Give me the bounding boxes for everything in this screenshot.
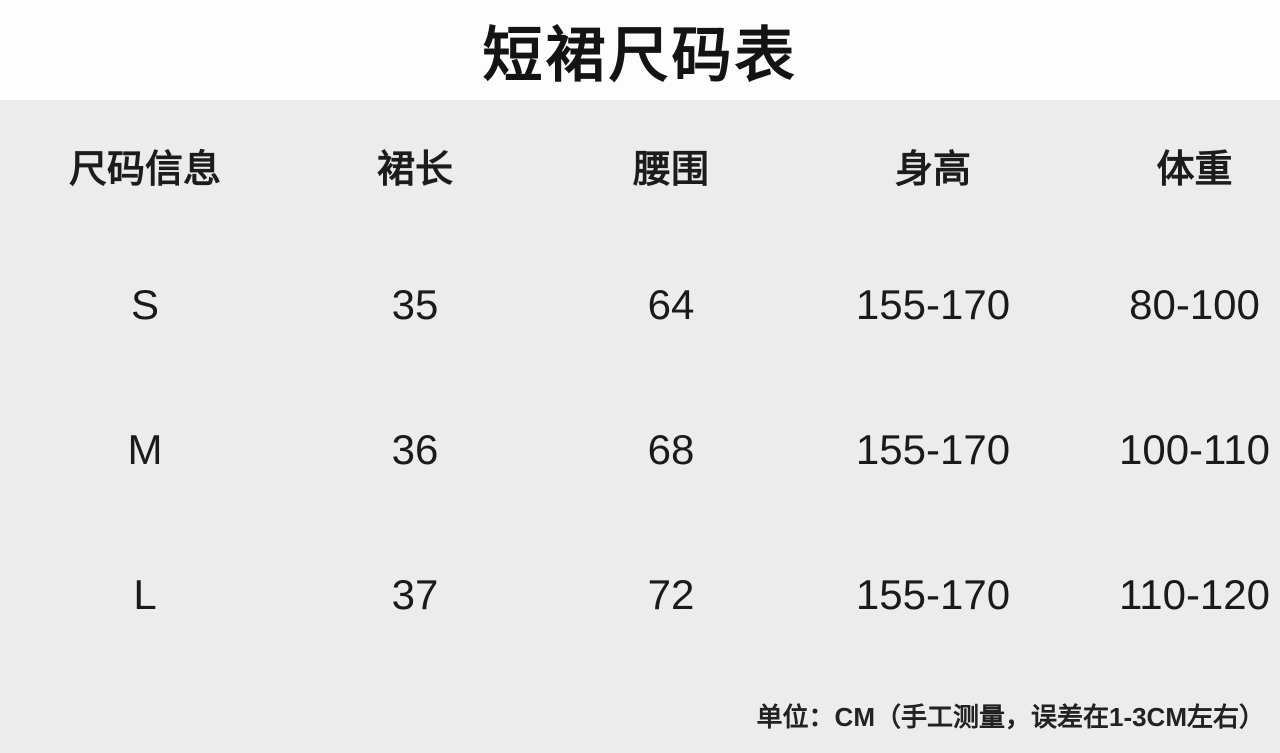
cell-height: 155-170: [855, 571, 1011, 618]
page-title: 短裙尺码表: [482, 21, 798, 89]
measurement-unit-note: 单位：CM（手工测量，误差在1-3CM左右）: [756, 702, 1265, 732]
table-header-row: 尺码信息 裙长 腰围 身高 体重: [0, 130, 1280, 200]
column-header-waist: 腰围: [632, 148, 709, 191]
cell-weight: 110-120: [1118, 571, 1271, 618]
table-row-size-m: M 36 68 155-170 100-110: [0, 415, 1280, 485]
table-row-size-l: L 37 72 155-170 110-120: [0, 560, 1280, 630]
cell-weight: 100-110: [1118, 426, 1271, 473]
column-header-weight: 体重: [1156, 148, 1233, 191]
cell-waist: 72: [647, 571, 695, 618]
cell-skirt-length: 36: [391, 426, 439, 473]
title-band: 短裙尺码表: [0, 0, 1280, 100]
column-header-height: 身高: [894, 148, 971, 191]
cell-size: M: [127, 426, 163, 473]
cell-height: 155-170: [855, 426, 1011, 473]
cell-waist: 68: [647, 426, 695, 473]
cell-weight: 80-100: [1129, 281, 1260, 328]
cell-size: L: [133, 571, 157, 618]
column-header-skirt-length: 裙长: [376, 148, 453, 191]
table-row-size-s: S 35 64 155-170 80-100: [0, 270, 1280, 340]
cell-height: 155-170: [855, 281, 1011, 328]
cell-waist: 64: [647, 281, 695, 328]
cell-skirt-length: 35: [391, 281, 439, 328]
cell-skirt-length: 37: [391, 571, 439, 618]
cell-size: S: [130, 281, 159, 328]
column-header-size-info: 尺码信息: [68, 148, 221, 191]
